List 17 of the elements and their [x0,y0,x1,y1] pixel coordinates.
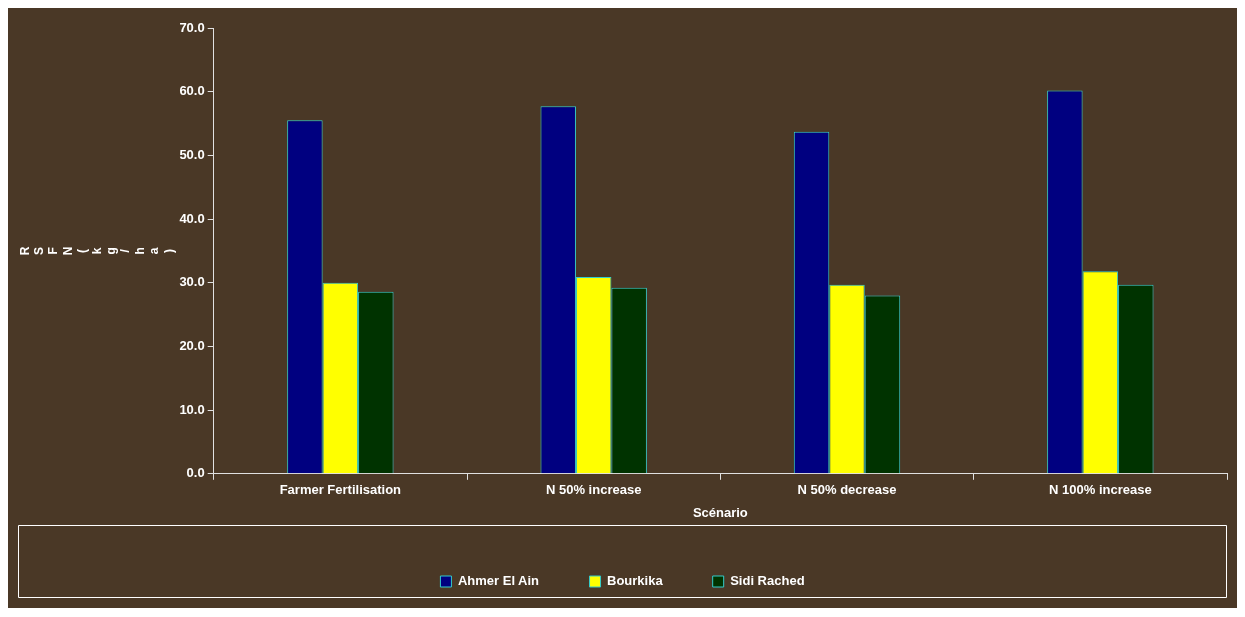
y-tick-label: 40.0 [179,210,205,226]
text: RSFN (kg/ha) [17,246,176,256]
y-tick-label: 30.0 [179,274,205,290]
x-tick-label: N 50% increase [545,482,642,498]
legend-label: Ahmer El Ain [457,573,540,589]
legend-label: Sidi Rached [730,573,805,589]
x-tick-label: N 50% decrease [797,482,897,498]
x-tick-label: N 100% increase [1049,482,1152,498]
y-tick-label: 10.0 [179,401,205,417]
y-tick-label: 50.0 [179,146,205,162]
x-tick-label: Farmer Fertilisation [279,482,402,498]
y-tick-label: 60.0 [179,83,205,99]
y-tick-label: 0.0 [186,465,205,481]
y-tick-label: 20.0 [179,338,205,354]
x-axis-title: Scénario [692,504,748,520]
y-tick-label: 70.0 [179,19,205,35]
legend-label: Bourkika [607,573,664,589]
